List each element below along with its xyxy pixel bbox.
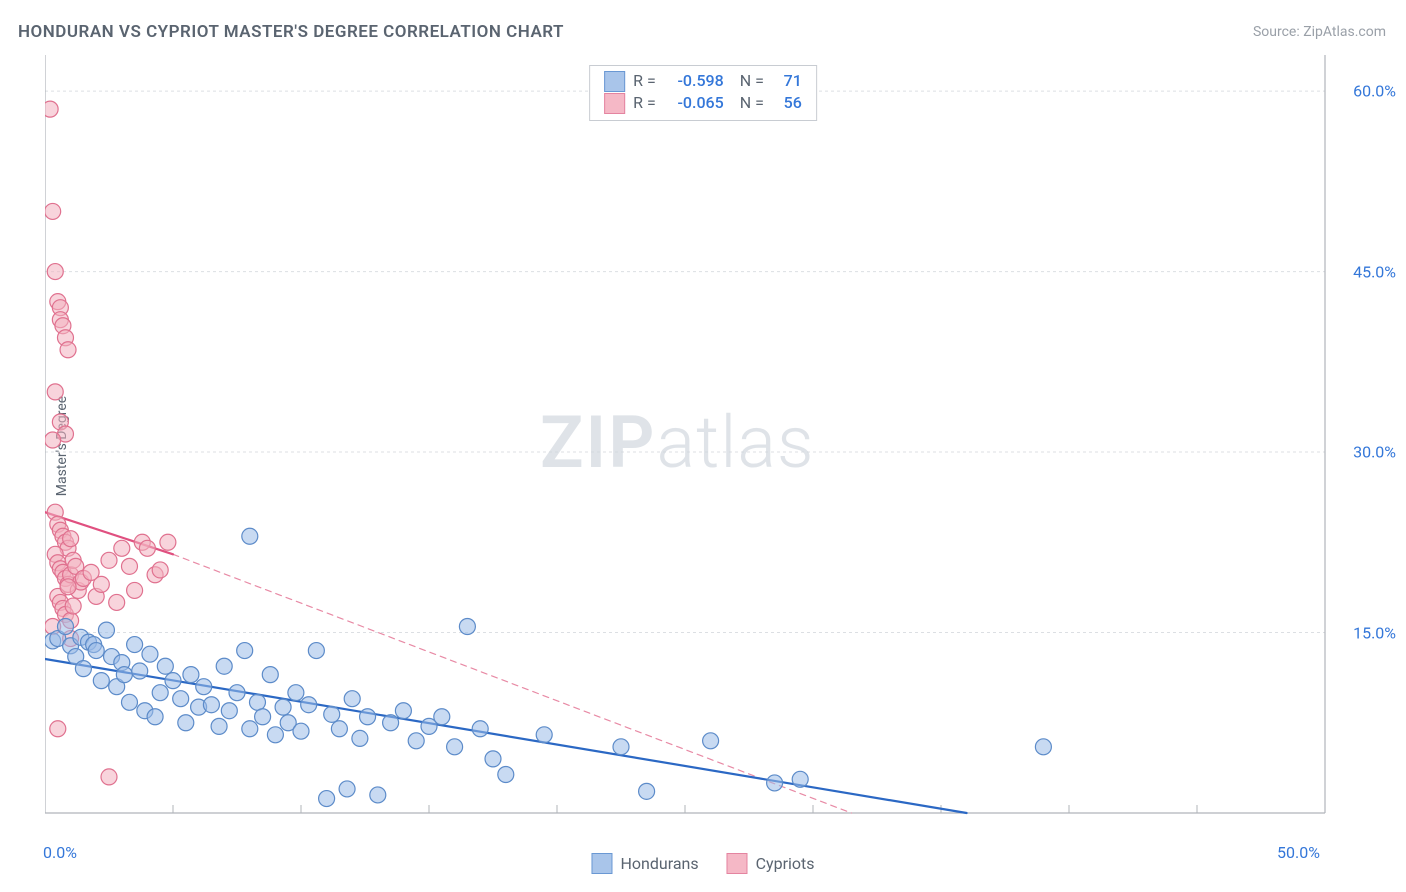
legend-item-hondurans: Hondurans [591, 853, 698, 874]
x-tick-label: 0.0% [43, 843, 77, 862]
legend-label-hondurans: Hondurans [620, 854, 698, 873]
r-value-cypriots: -0.065 [664, 92, 724, 114]
stats-legend-box: R = -0.598 N = 71 R = -0.065 N = 56 [589, 65, 817, 121]
swatch-hondurans [604, 71, 625, 92]
y-tick-label: 15.0% [1353, 623, 1396, 642]
chart-title: HONDURAN VS CYPRIOT MASTER'S DEGREE CORR… [18, 22, 564, 42]
r-value-hondurans: -0.598 [664, 70, 724, 92]
n-value-cypriots: 56 [772, 92, 802, 114]
y-tick-label: 30.0% [1353, 443, 1396, 462]
n-value-hondurans: 71 [772, 70, 802, 92]
scatter-chart-svg [45, 55, 1355, 825]
stats-row-hondurans: R = -0.598 N = 71 [604, 70, 802, 92]
x-tick-label: 50.0% [1277, 843, 1320, 862]
n-label: N = [732, 70, 764, 92]
legend-item-cypriots: Cypriots [727, 853, 815, 874]
swatch-cypriots [604, 93, 625, 114]
swatch-cypriots-icon [727, 853, 748, 874]
chart-container: HONDURAN VS CYPRIOT MASTER'S DEGREE CORR… [0, 0, 1406, 892]
series-legend: Hondurans Cypriots [591, 853, 814, 874]
y-tick-label: 60.0% [1353, 82, 1396, 101]
source-attribution: Source: ZipAtlas.com [1253, 24, 1386, 40]
stats-row-cypriots: R = -0.065 N = 56 [604, 92, 802, 114]
y-tick-label: 45.0% [1353, 262, 1396, 281]
r-label: R = [633, 92, 656, 114]
legend-label-cypriots: Cypriots [756, 854, 815, 873]
plot-area [45, 55, 1355, 825]
r-label: R = [633, 70, 656, 92]
n-label: N = [732, 92, 764, 114]
swatch-hondurans-icon [591, 853, 612, 874]
